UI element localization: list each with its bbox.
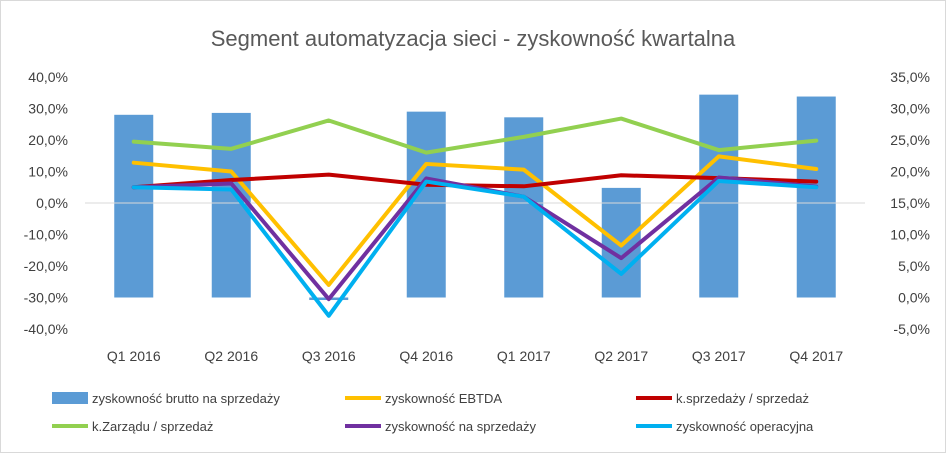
right-tick-label: 5,0% (898, 258, 930, 274)
left-tick-label: 40,0% (28, 69, 68, 85)
left-tick-label: -20,0% (24, 258, 68, 274)
right-axis: 35,0% 30,0% 25,0% 20,0% 15,0% 10,0% 5,0% 0,0% -5… (890, 69, 930, 337)
bar-series (114, 94, 836, 301)
right-tick-label: 15,0% (890, 195, 930, 211)
category-label: Q1 2016 (107, 348, 161, 364)
right-tick-label: 25,0% (890, 132, 930, 148)
legend-label: zyskowność brutto na sprzedaży (92, 391, 280, 406)
bar (601, 187, 641, 298)
legend-label: zyskowność na sprzedaży (385, 419, 537, 434)
category-label: Q2 2017 (594, 348, 648, 364)
legend: zyskowność brutto na sprzedaży zyskowność… (52, 391, 814, 434)
legend-label: zyskowność EBTDA (385, 391, 502, 406)
right-tick-label: 30,0% (890, 101, 930, 117)
legend-label: k.Zarządu / sprzedaż (92, 419, 213, 434)
series-line (131, 178, 819, 318)
legend-swatch (52, 392, 88, 404)
chart-title: Segment automatyzacja sieci - zyskowność… (211, 26, 736, 51)
left-tick-label: -10,0% (24, 227, 68, 243)
right-tick-label: 20,0% (890, 164, 930, 180)
category-label: Q3 2017 (692, 348, 746, 364)
legend-label: zyskowność operacyjna (676, 419, 814, 434)
left-axis: 40,0% 30,0% 20,0% 10,0% 0,0% -10,0% -20,0% -30,… (24, 69, 68, 337)
right-tick-label: 0,0% (898, 290, 930, 306)
left-tick-label: 0,0% (36, 195, 68, 211)
line-series (131, 116, 819, 318)
category-label: Q4 2016 (399, 348, 453, 364)
series-line (131, 116, 819, 155)
left-tick-label: -30,0% (24, 290, 68, 306)
bar (796, 96, 836, 298)
category-axis: Q1 2016 Q2 2016 Q3 2016 Q4 2016 Q1 2017 Q2 20… (107, 348, 843, 364)
left-tick-label: -40,0% (24, 321, 68, 337)
left-tick-label: 10,0% (28, 164, 68, 180)
series-line (131, 154, 819, 287)
right-tick-label: 35,0% (890, 69, 930, 85)
bar (406, 111, 446, 298)
left-tick-label: 30,0% (28, 101, 68, 117)
right-tick-label: 10,0% (890, 227, 930, 243)
category-label: Q3 2016 (302, 348, 356, 364)
bar (114, 114, 154, 298)
category-label: Q1 2017 (497, 348, 551, 364)
category-label: Q2 2016 (204, 348, 258, 364)
legend-label: k.sprzedaży / sprzedaż (676, 391, 809, 406)
category-label: Q4 2017 (789, 348, 843, 364)
series-line (131, 172, 819, 190)
right-tick-label: -5,0% (893, 321, 930, 337)
left-tick-label: 20,0% (28, 132, 68, 148)
